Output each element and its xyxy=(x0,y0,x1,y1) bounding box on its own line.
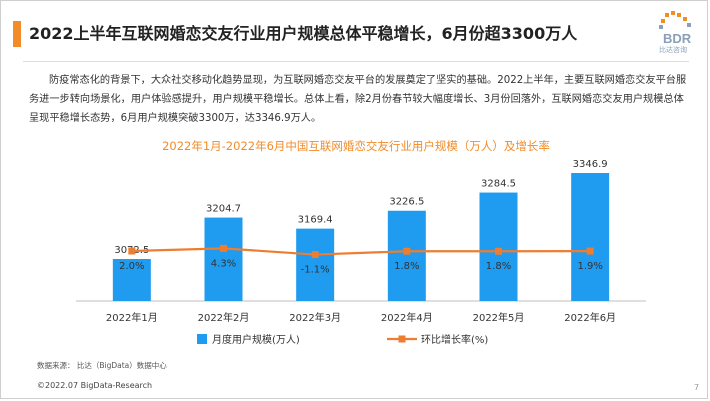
legend-bar-swatch xyxy=(197,334,207,344)
legend-bar-label: 月度用户规模(万人) xyxy=(212,333,300,346)
bar-user-scale xyxy=(479,192,518,301)
title-divider xyxy=(23,61,689,62)
x-tick-label: 2022年1月 xyxy=(106,311,158,324)
growth-rate-label: 2.0% xyxy=(119,261,144,272)
chart-title: 2022年1月-2022年6月中国互联网婚恋交友行业用户规模（万人）及增长率 xyxy=(162,139,550,153)
growth-rate-label: 4.3% xyxy=(211,258,236,269)
growth-rate-point xyxy=(495,247,502,255)
legend-line-label: 环比增长率(%) xyxy=(421,333,488,346)
growth-rate-point xyxy=(311,251,319,259)
intro-paragraph: 防疫常态化的背景下，大众社交移动化趋势显现，为互联网婚恋交友平台的发展奠定了坚实… xyxy=(29,75,687,124)
growth-rate-point xyxy=(586,247,594,255)
bar-value-label: 3169.4 xyxy=(298,215,333,226)
growth-rate-point xyxy=(403,247,411,255)
bar-value-label: 3204.7 xyxy=(206,204,241,215)
bar-user-scale xyxy=(204,217,243,301)
growth-rate-point xyxy=(220,244,227,252)
bdr-logo-icon: BDR xyxy=(659,11,692,46)
growth-rate-line xyxy=(131,247,591,256)
page-number: 7 xyxy=(694,383,700,392)
bar-value-label: 3226.5 xyxy=(389,197,424,208)
growth-rate-label: -1.1% xyxy=(301,265,330,276)
slide-title: 2022上半年互联网婚恋交友行业用户规模总体平稳增长，6月份超3300万人 xyxy=(29,24,578,43)
legend-line-marker xyxy=(398,335,406,343)
bar-user-scale xyxy=(387,210,426,301)
bar-user-scale xyxy=(296,228,335,301)
logo-text: BDR xyxy=(663,31,692,46)
x-tick-label: 2022年5月 xyxy=(473,311,525,324)
growth-rate-label: 1.9% xyxy=(577,261,602,272)
bar-user-scale xyxy=(571,173,610,301)
growth-rate-label: 1.8% xyxy=(394,261,419,272)
growth-rate-point xyxy=(128,247,136,255)
bar-value-label: 3284.5 xyxy=(481,179,516,190)
x-tick-label: 2022年3月 xyxy=(289,311,341,324)
bar-user-scale xyxy=(112,259,151,301)
bar-value-label: 3346.9 xyxy=(573,159,608,170)
logo-subtext: 比达咨询 xyxy=(659,46,687,54)
copyright: ©2022.07 BigData-Research xyxy=(37,381,153,390)
x-tick-label: 2022年2月 xyxy=(198,311,250,324)
x-tick-label: 2022年6月 xyxy=(564,311,616,324)
title-accent-bar xyxy=(13,21,21,47)
x-tick-label: 2022年4月 xyxy=(381,311,433,324)
data-source: 数据来源： 比达（BigData）数据中心 xyxy=(37,361,167,370)
growth-rate-label: 1.8% xyxy=(486,261,511,272)
combo-chart: 3072.52022年1月3204.72022年2月3169.42022年3月3… xyxy=(76,159,646,346)
